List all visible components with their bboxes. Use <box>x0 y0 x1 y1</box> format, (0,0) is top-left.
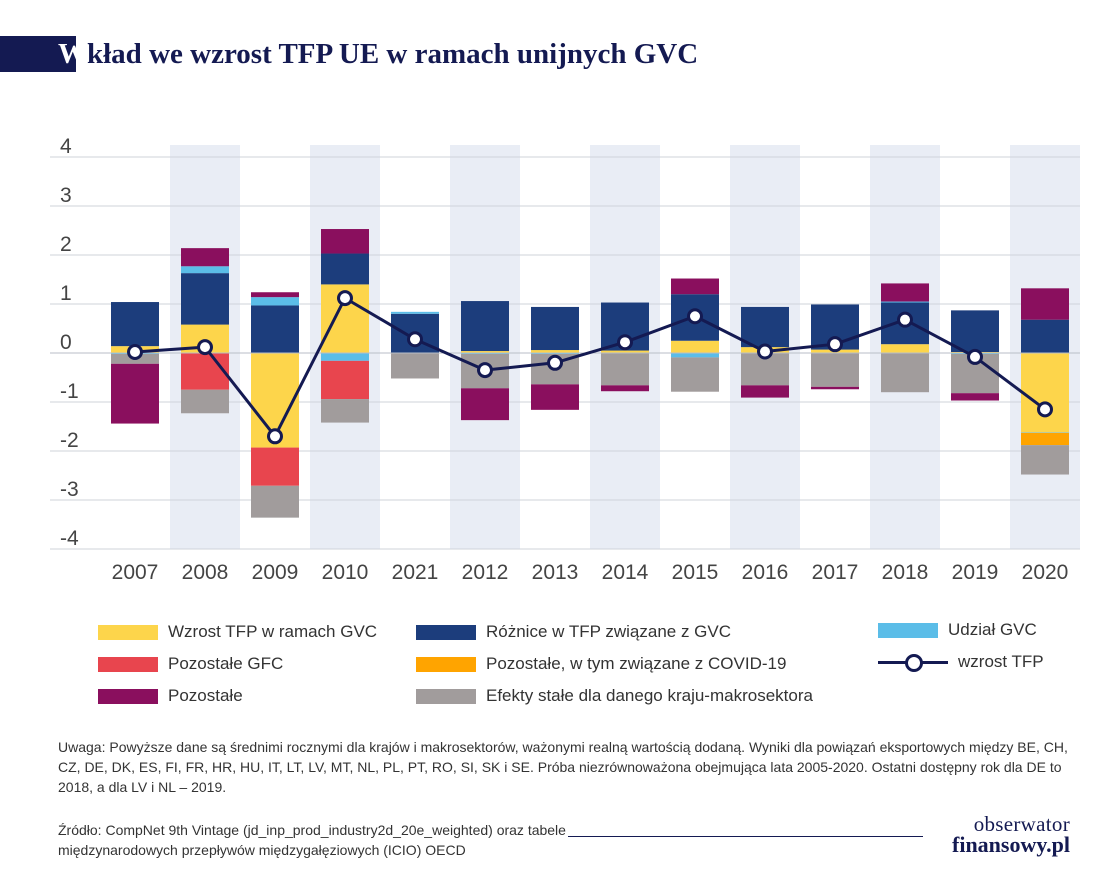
bar-segment <box>321 399 369 423</box>
bar-segment <box>601 350 649 353</box>
line-point <box>617 334 633 351</box>
line-point <box>547 354 563 371</box>
bar-segment <box>811 386 859 390</box>
x-tick-label: 2019 <box>952 561 999 584</box>
footer-divider <box>568 836 923 837</box>
bar-segment <box>881 301 929 303</box>
bar-segment <box>881 283 929 302</box>
bar-segment <box>181 353 229 390</box>
y-tick-label: 0 <box>60 331 72 354</box>
x-tick-label: 2009 <box>252 561 299 584</box>
y-tick-label: -4 <box>60 527 79 550</box>
x-tick-label: 2018 <box>882 561 929 584</box>
bar-segment <box>461 301 509 352</box>
y-tick-label: -1 <box>60 380 79 403</box>
bar-segment <box>531 384 579 410</box>
bar-segment <box>181 389 229 414</box>
title-text: kład we wzrost TFP UE w ramach unijnych … <box>87 38 699 70</box>
bar-segment <box>1021 288 1069 320</box>
bar-segment <box>111 363 159 424</box>
bar-segment <box>1021 319 1069 353</box>
line-point <box>1037 401 1053 418</box>
bar-segment <box>1021 445 1069 475</box>
x-tick-label: 2017 <box>812 561 859 584</box>
bar-segment <box>391 311 439 314</box>
y-tick-label: -2 <box>60 429 79 452</box>
bar-segment <box>531 306 579 351</box>
x-tick-label: 2015 <box>672 561 719 584</box>
line-point <box>967 348 983 365</box>
line-point <box>267 428 283 445</box>
bar-segment <box>601 353 649 386</box>
bar-segment <box>251 305 299 353</box>
bar-segment <box>811 353 859 387</box>
bar-segment <box>321 229 369 254</box>
x-tick-label: 2012 <box>462 561 509 584</box>
bar-segment <box>461 351 509 353</box>
bar-segment <box>111 302 159 347</box>
x-tick-label: 2020 <box>1022 561 1069 584</box>
title-accent-bar <box>0 36 76 72</box>
bar-segment <box>321 353 369 361</box>
x-tick-label: 2016 <box>742 561 789 584</box>
line-point <box>197 339 213 356</box>
bar-segment <box>391 353 439 379</box>
y-tick-label: -3 <box>60 478 79 501</box>
x-tick-label: 2008 <box>182 561 229 584</box>
bar-segment <box>251 447 299 486</box>
bar-segment <box>741 385 789 398</box>
chart-source: Źródło: CompNet 9th Vintage (jd_inp_prod… <box>58 822 566 858</box>
line-point <box>127 344 143 361</box>
logo-bottom-text: finansowy.pl <box>952 832 1070 857</box>
bar-segment <box>881 344 929 353</box>
bar-segment <box>671 357 719 392</box>
bar-segment <box>251 485 299 518</box>
y-tick-label: 3 <box>60 184 72 207</box>
title-first-letter: W <box>58 38 87 70</box>
bar-segment <box>671 353 719 358</box>
line-point <box>407 331 423 348</box>
line-point <box>827 336 843 353</box>
line-series-wzrost-tfp <box>134 296 1046 438</box>
line-point <box>897 311 913 328</box>
bar-segment <box>531 350 579 353</box>
y-tick-label: 4 <box>60 135 72 158</box>
bar-segment <box>1021 432 1069 446</box>
x-tick-label: 2021 <box>392 561 439 584</box>
x-tick-label: 2013 <box>532 561 579 584</box>
bar-segment <box>881 353 929 393</box>
bar-segment <box>181 266 229 274</box>
bar-segment <box>181 273 229 325</box>
bar-segment <box>951 310 999 353</box>
bar-segment <box>251 297 299 306</box>
bar-segment <box>671 278 719 295</box>
x-tick-label: 2010 <box>322 561 369 584</box>
chart-note: Uwaga: Powyższe dane są średnimi rocznym… <box>58 739 1068 795</box>
bar-segment <box>251 292 299 298</box>
bar-segment <box>181 248 229 267</box>
x-tick-label: 2007 <box>112 561 159 584</box>
line-point <box>757 343 773 360</box>
x-tick-label: 2014 <box>602 561 649 584</box>
line-point <box>337 290 353 307</box>
y-tick-label: 2 <box>60 233 72 256</box>
logo-top-text: obserwator <box>973 812 1070 836</box>
bar-segment <box>1021 353 1069 433</box>
y-tick-label: 1 <box>60 282 72 305</box>
bar-segment <box>951 393 999 401</box>
brand-logo: obserwator finansowy.pl <box>930 814 1070 856</box>
bar-segment <box>671 340 719 353</box>
bar-segment <box>601 385 649 392</box>
chart-title: Wkład we wzrost TFP UE w ramach unijnych… <box>58 36 698 72</box>
bar-segment <box>461 388 509 421</box>
bar-segment <box>321 360 369 400</box>
line-point <box>477 362 493 379</box>
line-point <box>687 308 703 325</box>
bar-segment <box>321 253 369 285</box>
bar-segment <box>741 306 789 348</box>
